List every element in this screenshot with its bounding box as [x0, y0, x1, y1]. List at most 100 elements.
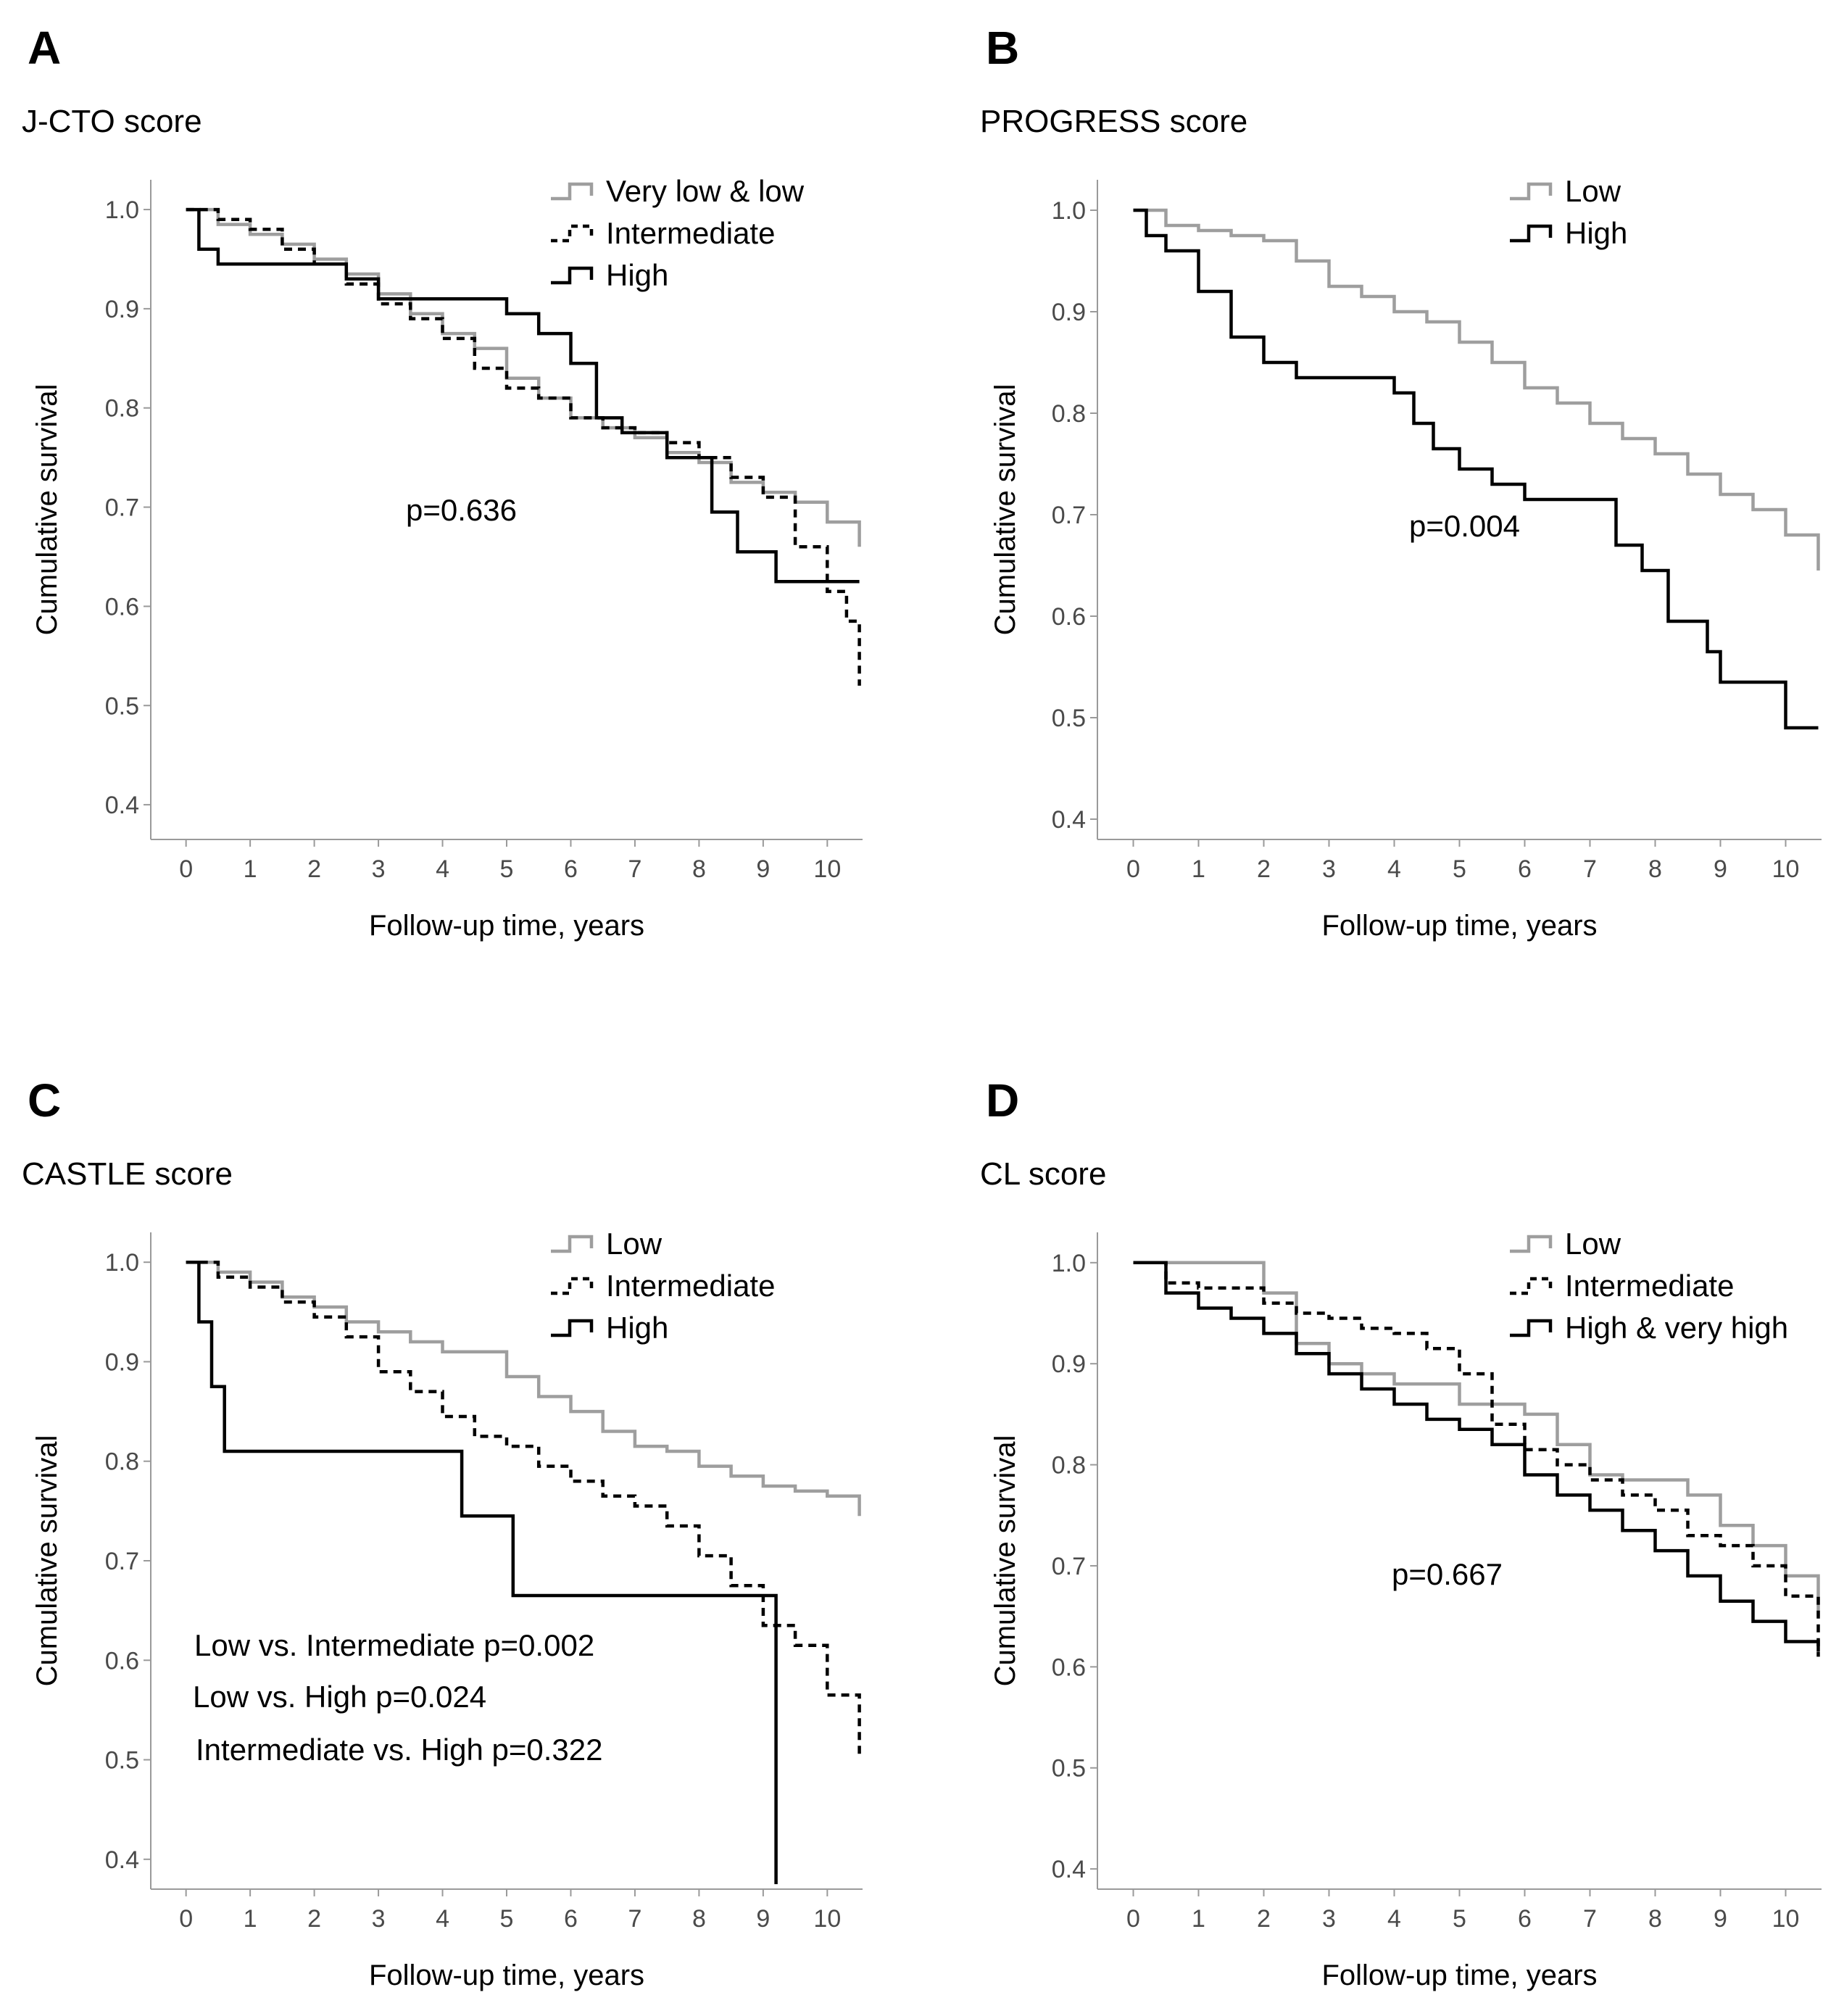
panel-c-x-tick-label: 6 — [564, 1905, 578, 1933]
panel-b-x-tick-label: 2 — [1257, 855, 1271, 883]
panel-c-x-tick-label: 0 — [179, 1905, 193, 1933]
panel-a-x-tick-label: 0 — [179, 855, 193, 883]
panel-c-series-low — [186, 1260, 861, 1517]
panel-d-legend-swatch-high-and-very-high — [1510, 1319, 1553, 1337]
panel-a-letter: A — [28, 22, 61, 74]
panel-b-x-tick-label: 8 — [1648, 855, 1662, 883]
panel-c-x-tick-label: 9 — [756, 1905, 770, 1933]
panel-b-x-axis-label: Follow-up time, years — [1321, 910, 1597, 942]
panel-c-x-tick-label: 3 — [372, 1905, 386, 1933]
panel-b-x-tick-label: 0 — [1126, 855, 1140, 883]
panel-c-legend-label-high: High — [606, 1311, 668, 1345]
panel-d-y-tick-label: 0.4 — [1052, 1856, 1086, 1883]
panel-d-x-tick-label: 6 — [1518, 1905, 1532, 1933]
panel-a-x-axis-label: Follow-up time, years — [369, 910, 644, 942]
panel-a-p-value: p=0.636 — [406, 493, 517, 527]
panel-d-series-intermediate — [1133, 1261, 1820, 1657]
panel-a-title: J-CTO score — [22, 104, 202, 139]
panel-a-y-tick-label: 0.8 — [105, 395, 139, 423]
panel-d-p-value: p=0.667 — [1392, 1557, 1503, 1591]
panel-c-y-tick-label: 0.5 — [105, 1747, 139, 1775]
panel-a-y-axis-label: Cumulative survival — [31, 384, 63, 636]
panel-c-y-tick-label: 0.6 — [105, 1647, 139, 1675]
panel-a-x-tick-label: 2 — [307, 855, 321, 883]
panel-b-y-tick-label: 0.4 — [1052, 806, 1086, 834]
panel-d: D CL score 0.4 0.5 0.6 0.7 0.8 0.9 1.0 0 1 2 3 4 5 6 7 8 9… — [980, 1074, 1822, 1991]
panel-d-x-tick-label: 8 — [1648, 1905, 1662, 1933]
panel-b-series-low — [1133, 208, 1820, 571]
panel-a-x-tick-label: 9 — [756, 855, 770, 883]
panel-b-x-tick-label: 10 — [1772, 855, 1800, 883]
panel-c-x-tick-label: 7 — [628, 1905, 641, 1933]
panel-d-letter: D — [986, 1074, 1019, 1127]
panel-d-legend-label-intermediate: Intermediate — [1565, 1269, 1734, 1303]
panel-c-legend-swatch-high — [551, 1319, 594, 1337]
panel-a-x-tick-label: 10 — [813, 855, 841, 883]
panel-b-series-high — [1133, 208, 1819, 730]
panel-b-x-tick-label: 1 — [1192, 855, 1205, 883]
panel-d-x-tick-label: 2 — [1257, 1905, 1271, 1933]
panel-b-y-axis-label: Cumulative survival — [989, 384, 1021, 636]
panel-b-letter: B — [986, 22, 1019, 74]
panel-d-title: CL score — [980, 1156, 1106, 1192]
panel-c-x-tick-label: 2 — [307, 1905, 321, 1933]
panel-c-y-tick-label: 0.8 — [105, 1448, 139, 1476]
panel-d-x-tick-label: 7 — [1583, 1905, 1597, 1933]
panel-a-x-tick-label: 5 — [500, 855, 514, 883]
panel-d-y-tick-label: 1.0 — [1052, 1250, 1086, 1277]
panel-a-y-tick-label: 0.6 — [105, 593, 139, 621]
panel-d-x-tick-label: 1 — [1192, 1905, 1205, 1933]
panel-d-y-tick-label: 0.7 — [1052, 1553, 1086, 1580]
panel-c-p-value-1: Low vs. Intermediate p=0.002 — [194, 1628, 594, 1662]
panel-b-x-tick-label: 6 — [1518, 855, 1532, 883]
panel-d-series-low — [1133, 1261, 1820, 1617]
panel-a-x-tick-label: 7 — [628, 855, 641, 883]
panel-d-y-tick-label: 0.9 — [1052, 1351, 1086, 1378]
panel-b-title: PROGRESS score — [980, 104, 1247, 139]
panel-a-x-tick-label: 6 — [564, 855, 578, 883]
panel-d-y-tick-label: 0.8 — [1052, 1452, 1086, 1480]
panel-c-series-high — [186, 1260, 778, 1885]
panel-d-y-tick-label: 0.6 — [1052, 1654, 1086, 1681]
panel-d-x-axis-label: Follow-up time, years — [1321, 1959, 1597, 1991]
panel-c-letter: C — [28, 1074, 61, 1127]
panel-a-y-tick-label: 0.9 — [105, 296, 139, 323]
panel-d-legend-label-low: Low — [1565, 1227, 1621, 1261]
panel-b-legend-label-low: Low — [1565, 174, 1621, 208]
panel-c-legend-label-intermediate: Intermediate — [606, 1269, 775, 1303]
panel-c-legend-swatch-low — [551, 1235, 594, 1253]
panel-a-x-tick-label: 3 — [372, 855, 386, 883]
panel-b-y-tick-label: 0.9 — [1052, 299, 1086, 326]
panel-b-x-tick-label: 7 — [1583, 855, 1597, 883]
panel-d-x-tick-label: 3 — [1322, 1905, 1336, 1933]
panel-c-p-value-2: Low vs. High p=0.024 — [193, 1680, 486, 1714]
panel-b-legend-swatch-high — [1510, 224, 1553, 243]
panel-c-y-tick-label: 1.0 — [105, 1249, 139, 1277]
panel-b-y-tick-label: 0.6 — [1052, 603, 1086, 631]
panel-b-legend-swatch-low — [1510, 182, 1553, 201]
panel-d-x-tick-label: 10 — [1772, 1905, 1800, 1933]
panel-c-p-value-3: Intermediate vs. High p=0.322 — [196, 1733, 603, 1767]
panel-c-y-axis-label: Cumulative survival — [31, 1435, 63, 1687]
panel-a-series-intermediate — [186, 207, 861, 686]
panel-c-x-tick-label: 4 — [436, 1905, 449, 1933]
panel-a-series-very-low-and-low — [186, 207, 861, 547]
panel-c-title: CASTLE score — [22, 1156, 233, 1192]
panel-c-y-tick-label: 0.9 — [105, 1348, 139, 1376]
panel-d-series-high-and-very-high — [1133, 1261, 1820, 1652]
panel-a-y-tick-label: 0.4 — [105, 792, 139, 819]
panel-c-legend-swatch-intermediate — [551, 1277, 594, 1295]
panel-d-x-tick-label: 9 — [1714, 1905, 1727, 1933]
panel-d-x-tick-label: 4 — [1387, 1905, 1401, 1933]
panel-c-legend-label-low: Low — [606, 1227, 663, 1261]
panel-a-legend-swatch-high — [551, 266, 594, 285]
panel-a: A J-CTO score 0.4 0.5 0.6 0.7 0.8 0.9 1.0 0 1 2 3 4 5 6… — [22, 22, 863, 942]
panel-a-y-tick-label: 0.5 — [105, 692, 139, 720]
panel-c-x-tick-label: 1 — [244, 1905, 257, 1933]
panel-b-legend-label-high: High — [1565, 216, 1627, 250]
panel-a-x-tick-label: 4 — [436, 855, 449, 883]
panel-b-x-tick-label: 5 — [1453, 855, 1466, 883]
panel-b-y-tick-label: 0.7 — [1052, 502, 1086, 529]
panel-b-x-tick-label: 3 — [1322, 855, 1336, 883]
